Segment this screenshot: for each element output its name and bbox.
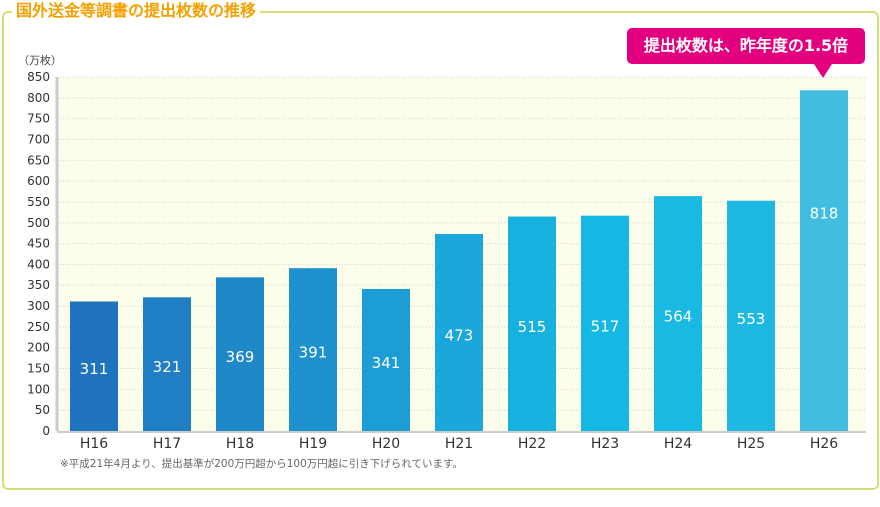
- data-label: 553: [737, 310, 766, 328]
- bar-H19: [289, 268, 337, 431]
- y-tick-label: 800: [27, 91, 50, 105]
- chart-frame: [2, 11, 879, 490]
- x-tick-label: H20: [372, 436, 400, 452]
- x-tick-label: H26: [810, 436, 838, 452]
- bar-H20: [362, 288, 410, 431]
- footnote: ※平成21年4月より、提出基準が200万円超から100万円超に引き下げられていま…: [60, 458, 463, 470]
- y-tick-label: 550: [27, 195, 50, 209]
- bar-H21: [435, 234, 483, 431]
- bar-H17: [143, 297, 191, 431]
- y-tick-label: 750: [27, 112, 50, 126]
- bar-H23: [581, 215, 629, 431]
- bar-H24: [654, 196, 702, 431]
- x-tick-label: H19: [299, 436, 327, 452]
- bar-H18: [216, 277, 264, 431]
- data-label: 818: [810, 205, 839, 223]
- x-tick-label: H21: [445, 436, 473, 452]
- bar-H26: [800, 90, 848, 431]
- data-label: 515: [518, 318, 547, 336]
- y-tick-label: 600: [27, 174, 50, 188]
- y-tick-label: 0: [42, 424, 50, 438]
- data-label: 391: [299, 344, 328, 362]
- y-tick-label: 450: [27, 237, 50, 251]
- chart-title: 国外送金等調書の提出枚数の推移: [12, 1, 261, 21]
- y-tick-label: 100: [27, 382, 50, 396]
- bar-H16: [70, 301, 118, 431]
- annotation-callout: 提出枚数は、昨年度の1.5倍: [627, 28, 865, 78]
- y-tick-label: 850: [27, 70, 50, 84]
- bar-H25: [727, 200, 775, 431]
- x-tick-label: H22: [518, 436, 546, 452]
- x-tick-label: H18: [226, 436, 254, 452]
- y-tick-label: 350: [27, 278, 50, 292]
- y-tick-label: 650: [27, 153, 50, 167]
- data-label: 517: [591, 317, 620, 335]
- y-tick-label: 500: [27, 216, 50, 230]
- data-label: 321: [153, 358, 182, 376]
- data-label: 473: [445, 327, 474, 345]
- x-tick-label: H17: [153, 436, 181, 452]
- bar-H22: [508, 216, 556, 431]
- y-tick-label: 300: [27, 299, 50, 313]
- y-tick-label: 250: [27, 320, 50, 334]
- data-label: 311: [80, 360, 109, 378]
- y-tick-label: 200: [27, 341, 50, 355]
- x-tick-label: H23: [591, 436, 619, 452]
- x-tick-label: H16: [80, 436, 108, 452]
- x-tick-label: H25: [737, 436, 765, 452]
- data-label: 341: [372, 354, 401, 372]
- data-label: 369: [226, 348, 255, 366]
- y-axis-unit-label: （万枚）: [18, 54, 62, 67]
- data-label: 564: [664, 308, 693, 326]
- y-tick-label: 700: [27, 132, 50, 146]
- y-tick-label: 50: [35, 403, 50, 417]
- x-tick-label: H24: [664, 436, 692, 452]
- y-tick-label: 150: [27, 362, 50, 376]
- y-tick-label: 400: [27, 257, 50, 271]
